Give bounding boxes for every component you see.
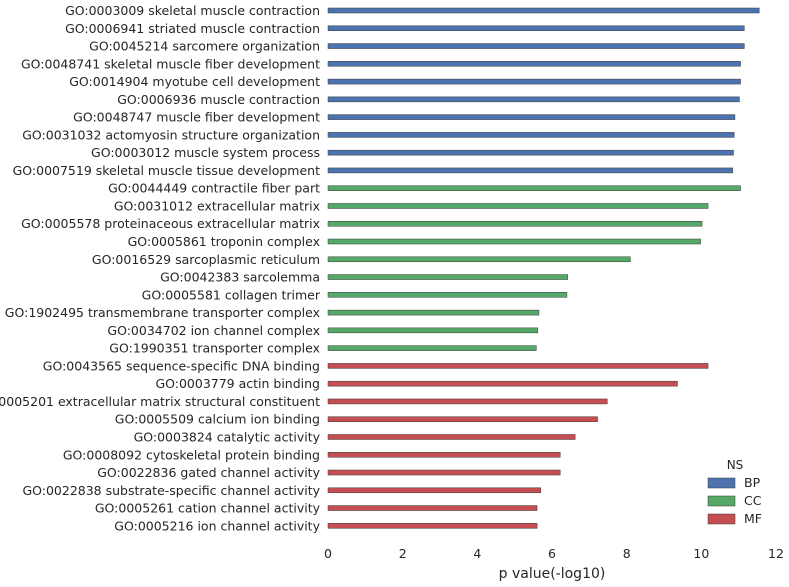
category-label: GO:0043565 sequence-specific DNA binding [43, 358, 320, 373]
bar-go-0005509 [327, 416, 598, 422]
category-label: GO:0005216 ion channel activity [114, 518, 320, 533]
category-label: GO:0006936 muscle contraction [117, 92, 320, 107]
bar-go-0003012 [327, 149, 734, 156]
category-label: GO:0006941 striated muscle contraction [65, 21, 320, 36]
legend-label-cc: CC [744, 493, 762, 508]
legend-title: NS [727, 458, 744, 472]
x-tick-label: 8 [623, 546, 631, 561]
category-label: GO:0048741 skeletal muscle fiber develop… [21, 56, 320, 71]
bar-go-0043565 [327, 363, 709, 369]
bar-go-0044449 [327, 185, 741, 191]
x-tick-label: 2 [399, 546, 407, 561]
bar-go-0014904 [327, 78, 741, 85]
category-label: GO:0022838 substrate-specific channel ac… [22, 483, 320, 498]
bar-go-0005861 [327, 238, 701, 245]
legend-swatch-cc [707, 495, 736, 507]
bar-go-0003824 [327, 434, 576, 440]
category-label: GO:0005201 extracellular matrix structur… [0, 394, 320, 409]
legend-swatch-bp [707, 477, 736, 489]
bar-go-0016529 [327, 256, 631, 263]
x-tick-label: 4 [473, 546, 481, 561]
legend: NS BP CC MF [707, 458, 762, 526]
category-label: GO:0042383 sarcolemma [160, 270, 320, 285]
category-label: GO:0003012 muscle system process [91, 145, 320, 160]
category-labels-group: GO:0003009 skeletal muscle contraction GO… [0, 3, 321, 533]
category-label: GO:0005578 proteinaceous extracellular m… [21, 216, 320, 231]
bar-go-0022836 [327, 469, 561, 476]
bar-go-0006941 [327, 25, 745, 32]
category-label: GO:1990351 transporter complex [109, 341, 320, 356]
bar-go-0022838 [327, 487, 542, 494]
x-tick-label: 6 [548, 546, 556, 561]
category-label: GO:0008092 cytoskeletal protein binding [63, 447, 320, 462]
category-label: GO:0014904 myotube cell development [69, 74, 320, 89]
category-label: GO:0031012 extracellular matrix [114, 198, 320, 213]
category-label: GO:1902495 transmembrane transporter com… [5, 305, 320, 320]
bar-go-0005216 [327, 523, 538, 529]
category-label: GO:0005861 troponin complex [128, 234, 320, 249]
category-label: GO:0005581 collagen trimer [142, 287, 321, 302]
legend-swatch-mf [707, 513, 736, 525]
category-label: GO:0016529 sarcoplasmic reticulum [92, 252, 320, 267]
bar-go-0005201 [327, 398, 608, 405]
x-tick-label: 0 [324, 546, 332, 561]
x-axis-ticks-group: 0 2 4 6 8 10 12 [324, 546, 784, 561]
bar-go-0048747 [327, 114, 736, 120]
bar-go-0003779 [327, 380, 678, 387]
legend-entries-group: BP CC MF [707, 475, 762, 526]
bar-go-0048741 [327, 61, 741, 67]
category-label: GO:0005261 cation channel activity [95, 501, 321, 516]
category-label: GO:0034702 ion channel complex [107, 323, 320, 338]
bar-go-0005578 [327, 220, 703, 227]
category-label: GO:0044449 contractile fiber part [108, 181, 320, 196]
bar-go-0042383 [327, 274, 568, 280]
category-label: GO:0048747 muscle fiber development [73, 110, 320, 125]
bars-group [327, 7, 760, 529]
legend-label-mf: MF [744, 511, 762, 526]
bar-go-0031012 [327, 203, 709, 209]
bar-go-0005261 [327, 505, 538, 511]
legend-label-bp: BP [744, 475, 761, 490]
category-label: GO:0022836 gated channel activity [97, 465, 320, 480]
bar-go-0003009 [327, 7, 760, 14]
bar-go-0045214 [327, 43, 745, 49]
bar-go-0005581 [327, 292, 568, 298]
category-label: GO:0003824 catalytic activity [134, 429, 321, 444]
category-label: GO:0005509 calcium ion binding [115, 412, 320, 427]
bar-go-0034702 [327, 327, 539, 334]
bar-go-1902495 [327, 309, 540, 316]
bar-go-0007519 [327, 167, 733, 174]
category-label: GO:0045214 sarcomere organization [89, 39, 320, 54]
bar-go-0006936 [327, 96, 740, 103]
bar-go-1990351 [327, 345, 537, 351]
x-axis-title: p value(-log10) [499, 566, 606, 582]
x-tick-label: 12 [768, 546, 784, 561]
category-label: GO:0007519 skeletal muscle tissue develo… [13, 163, 320, 178]
bar-go-0008092 [327, 452, 561, 458]
x-tick-label: 10 [693, 546, 709, 561]
bar-go-0031032 [327, 132, 735, 138]
category-label: GO:0003009 skeletal muscle contraction [65, 3, 320, 18]
category-label: GO:0003779 actin binding [155, 376, 320, 391]
category-label: GO:0031032 actomyosin structure organiza… [22, 127, 320, 142]
